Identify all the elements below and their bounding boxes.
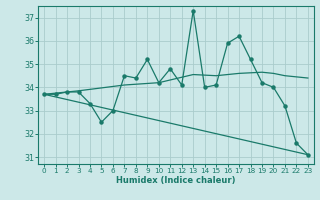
X-axis label: Humidex (Indice chaleur): Humidex (Indice chaleur) xyxy=(116,176,236,185)
